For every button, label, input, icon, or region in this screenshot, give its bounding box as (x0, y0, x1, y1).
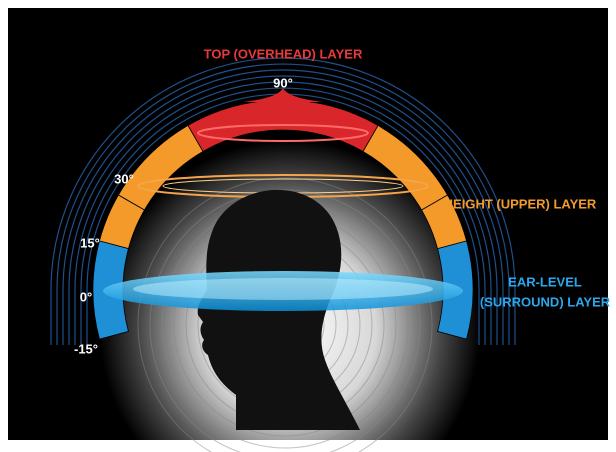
divider (421, 194, 448, 211)
inner-ring (149, 189, 421, 452)
height-layer-label: HEIGHT (UPPER) LAYER (444, 196, 597, 211)
top-disc (197, 124, 369, 142)
ring (56, 63, 510, 345)
angle-label: 0° (80, 289, 92, 304)
angle-label: -15° (74, 341, 98, 356)
ring (74, 81, 492, 345)
divider (118, 194, 145, 211)
ring (68, 75, 498, 345)
angle-label: 90° (273, 75, 293, 90)
ear-layer-label: (SURROUND) LAYER (480, 294, 611, 309)
inner-ring (137, 177, 433, 452)
top-layer-label: TOP (OVERHEAD) LAYER (204, 46, 363, 61)
angle-label: 15° (80, 235, 100, 250)
top-peak (243, 88, 323, 102)
ring (62, 69, 504, 345)
layer-band (98, 124, 204, 250)
ear-layer-label: EAR-LEVEL (508, 274, 582, 289)
angle-label: 30° (114, 171, 134, 186)
ring (50, 57, 516, 345)
ear-level-disc (133, 278, 433, 300)
